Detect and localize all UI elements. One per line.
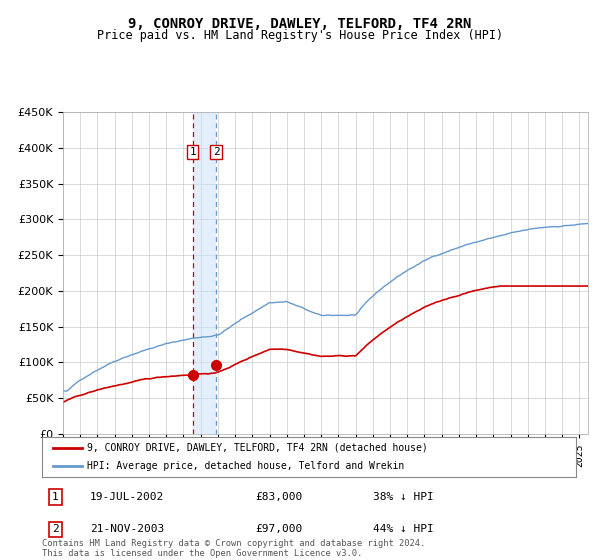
- Text: 1: 1: [52, 492, 59, 502]
- Text: £83,000: £83,000: [256, 492, 303, 502]
- Text: 19-JUL-2002: 19-JUL-2002: [90, 492, 164, 502]
- Text: 21-NOV-2003: 21-NOV-2003: [90, 525, 164, 534]
- Bar: [193, 112, 216, 434]
- Text: HPI: Average price, detached house, Telford and Wrekin: HPI: Average price, detached house, Telf…: [88, 461, 404, 471]
- Text: 38% ↓ HPI: 38% ↓ HPI: [373, 492, 434, 502]
- Text: 9, CONROY DRIVE, DAWLEY, TELFORD, TF4 2RN (detached house): 9, CONROY DRIVE, DAWLEY, TELFORD, TF4 2R…: [88, 443, 428, 452]
- Text: Contains HM Land Registry data © Crown copyright and database right 2024.
This d: Contains HM Land Registry data © Crown c…: [42, 539, 425, 558]
- Text: 1: 1: [190, 147, 196, 157]
- Text: Price paid vs. HM Land Registry's House Price Index (HPI): Price paid vs. HM Land Registry's House …: [97, 29, 503, 42]
- Text: 9, CONROY DRIVE, DAWLEY, TELFORD, TF4 2RN: 9, CONROY DRIVE, DAWLEY, TELFORD, TF4 2R…: [128, 17, 472, 31]
- Text: £97,000: £97,000: [256, 525, 303, 534]
- Text: 2: 2: [52, 525, 59, 534]
- Text: 44% ↓ HPI: 44% ↓ HPI: [373, 525, 434, 534]
- Text: 2: 2: [212, 147, 220, 157]
